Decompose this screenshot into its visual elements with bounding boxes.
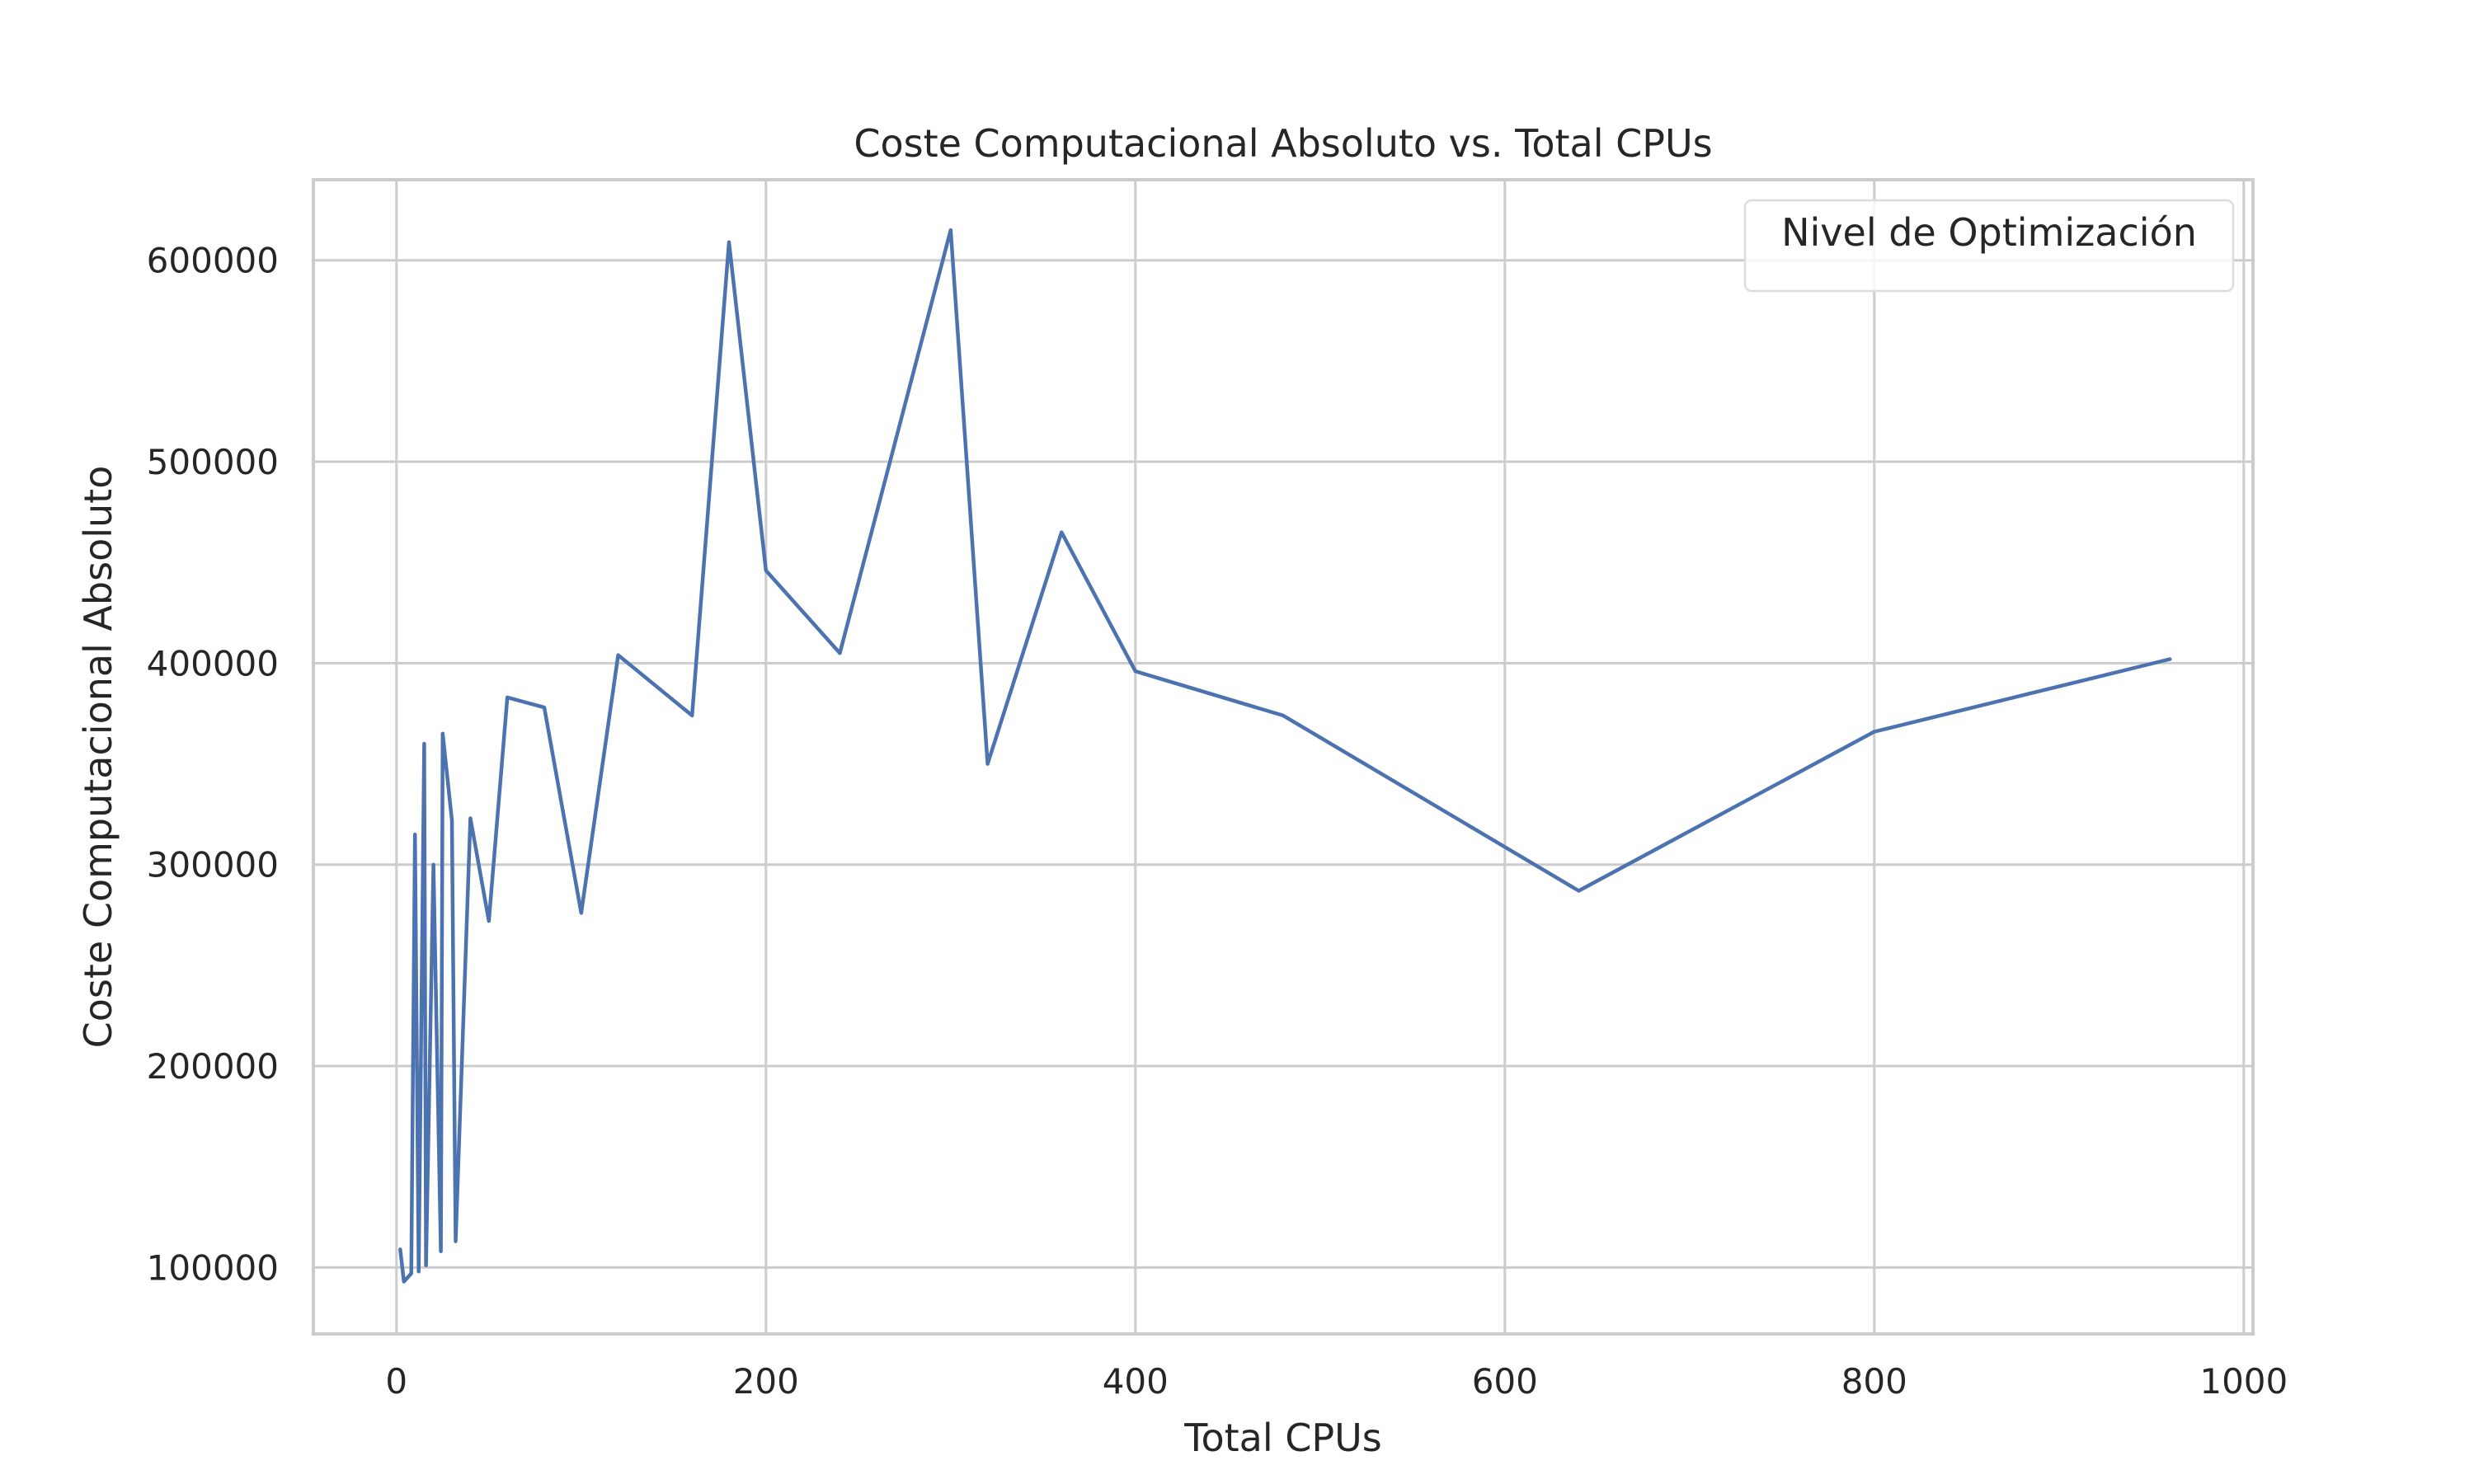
chart-title: Coste Computacional Absoluto vs. Total C…: [854, 121, 1712, 166]
y-tick-label: 100000: [147, 1247, 279, 1288]
series-layer: [398, 228, 2172, 1284]
x-tick-label: 0: [385, 1361, 407, 1402]
legend-title: Nivel de Optimización: [1781, 210, 2197, 255]
plot-frame: [312, 178, 2255, 1336]
x-tick-label: 200: [733, 1361, 799, 1402]
x-tick-labels: 0 200 400 600 800 1000: [385, 1361, 2288, 1402]
y-tick-label: 200000: [147, 1046, 279, 1087]
series-line: [398, 228, 2172, 1284]
x-tick-label: 400: [1103, 1361, 1169, 1402]
legend-box: [1743, 199, 2235, 293]
y-tick-labels: 100000 200000 300000 400000 500000 600000: [147, 241, 279, 1289]
x-tick-label: 600: [1472, 1361, 1538, 1402]
y-tick-label: 600000: [147, 241, 279, 281]
x-tick-label: 1000: [2199, 1361, 2288, 1402]
legend: Nivel de Optimización: [1743, 199, 2235, 293]
y-tick-label: 500000: [147, 442, 279, 482]
grid: [313, 180, 2253, 1334]
y-tick-label: 300000: [147, 845, 279, 885]
y-axis-label: Coste Computacional Absoluto: [76, 466, 120, 1049]
x-tick-label: 800: [1841, 1361, 1907, 1402]
x-axis-label: Total CPUs: [1183, 1416, 1382, 1460]
y-tick-label: 400000: [147, 643, 279, 683]
